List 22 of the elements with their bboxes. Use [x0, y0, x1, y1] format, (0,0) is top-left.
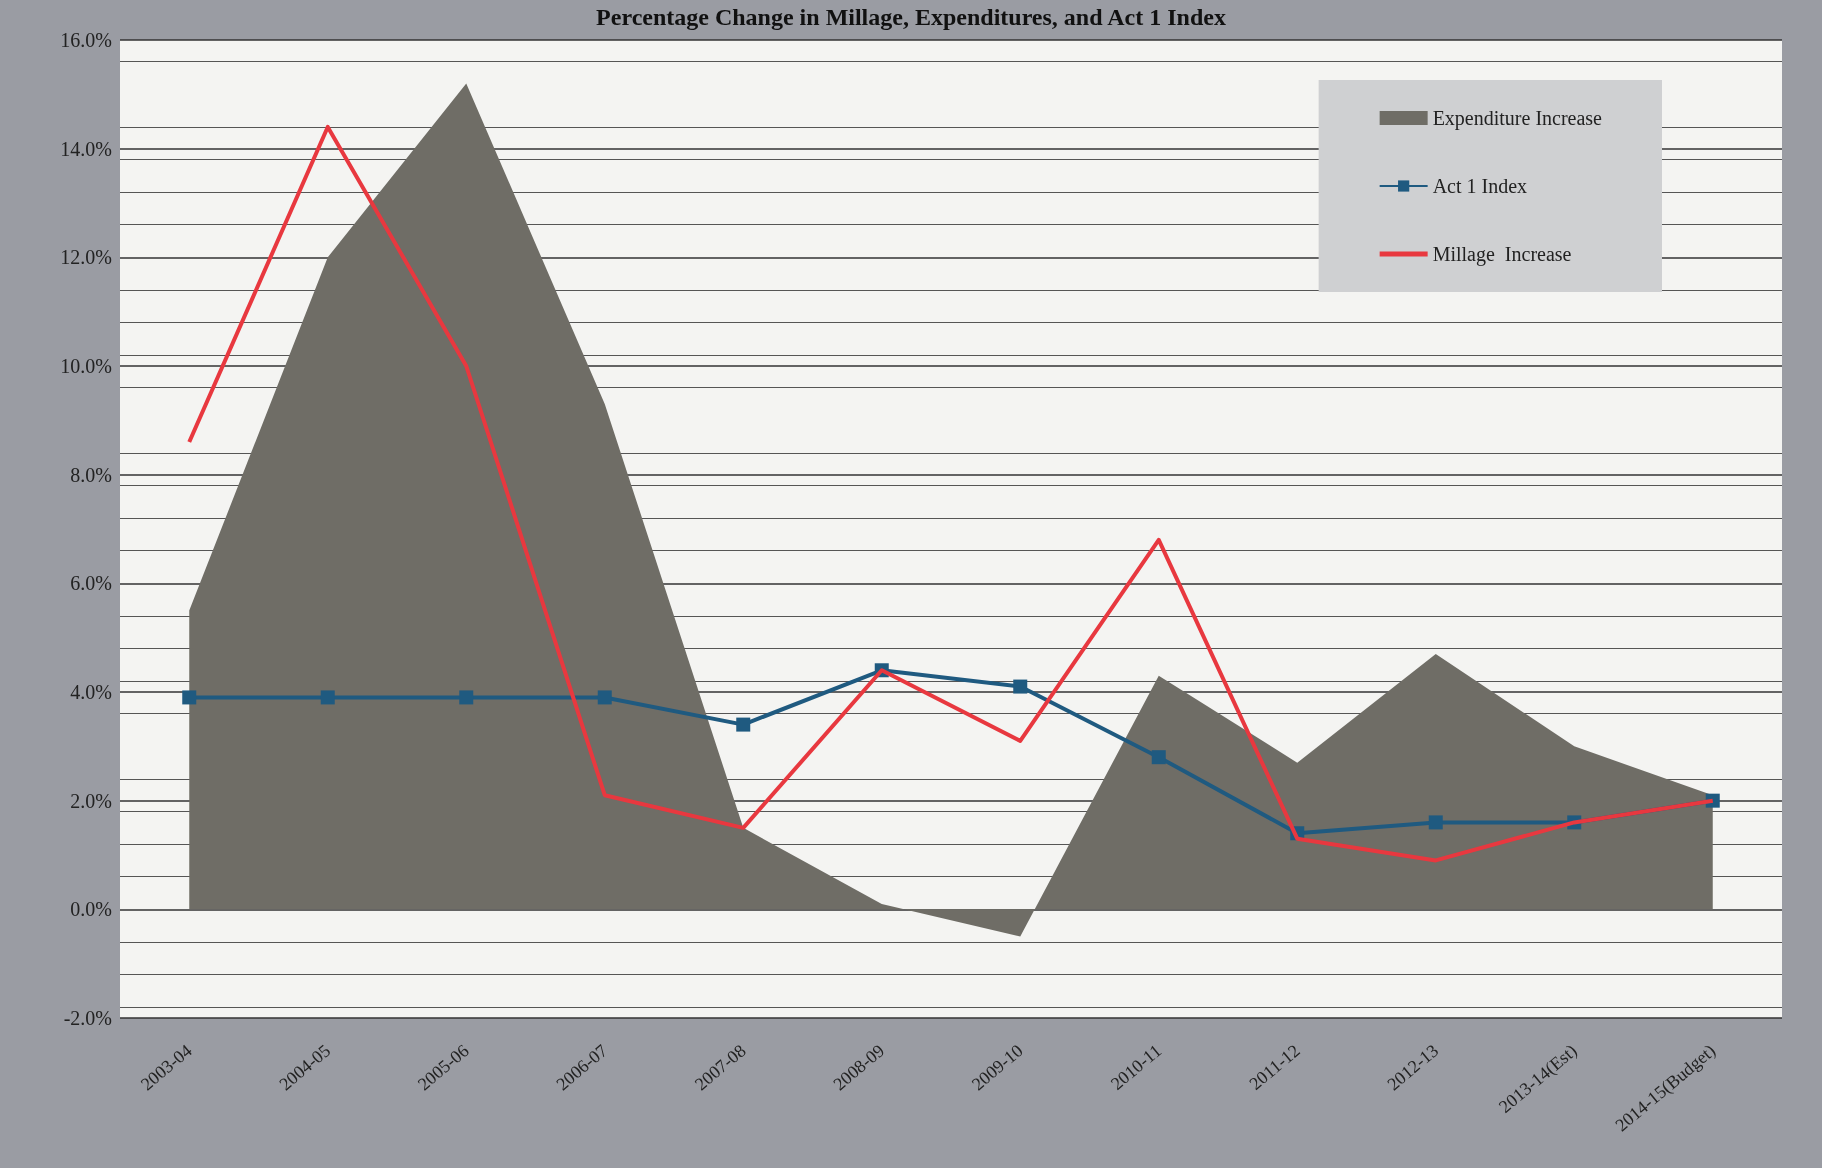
- point: [459, 690, 474, 705]
- legend-label: Act 1 Index: [1432, 175, 1528, 197]
- chart-title: Percentage Change in Millage, Expenditures, and Act 1 Index: [596, 4, 1226, 30]
- legend-label: Expenditure Increase: [1432, 107, 1603, 130]
- legend-label: Millage Increase: [1432, 243, 1572, 266]
- y-tick-label: 8.0%: [70, 463, 112, 486]
- point: [597, 690, 612, 705]
- point: [1428, 815, 1443, 830]
- y-tick-label: 12.0%: [60, 246, 112, 269]
- y-tick-label: 0.0%: [70, 898, 112, 921]
- point: [1151, 750, 1166, 765]
- point: [182, 690, 197, 705]
- y-tick-label: 6.0%: [70, 572, 112, 595]
- y-tick-label: 4.0%: [70, 681, 112, 703]
- y-tick-label: 14.0%: [60, 137, 112, 160]
- y-tick-label: -2.0%: [63, 1007, 112, 1029]
- y-tick-label: 16.0%: [60, 29, 112, 51]
- point: [320, 690, 335, 705]
- y-tick-label: 10.0%: [60, 355, 112, 377]
- point: [1013, 679, 1028, 694]
- point: [736, 717, 751, 732]
- y-tick-label: 2.0%: [70, 789, 112, 812]
